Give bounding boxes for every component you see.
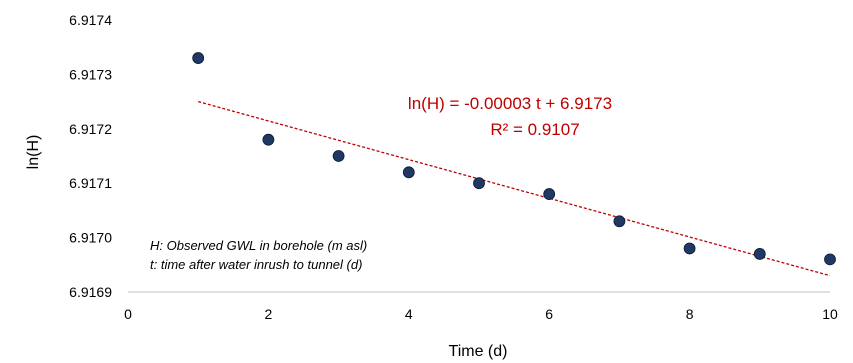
data-point — [543, 188, 556, 200]
note-h-definition: H: Observed GWL in borehole (m asl) — [150, 238, 367, 253]
data-point — [402, 166, 415, 179]
y-axis-title: ln(H) — [25, 135, 42, 170]
x-axis-title: Time (d) — [449, 343, 508, 360]
x-tick-label: 4 — [405, 306, 413, 322]
trendline — [198, 100, 831, 277]
data-point — [192, 52, 205, 64]
data-point — [683, 242, 696, 255]
x-tick-label: 0 — [124, 306, 132, 322]
data-points-layer — [192, 52, 836, 266]
y-tick-label: 6.9173 — [69, 66, 112, 82]
y-tick-label: 6.9174 — [69, 12, 112, 28]
axes: 6.9169 6.9170 6.9171 6.9172 6.9173 6.9174 0 2 4 6… — [69, 12, 838, 322]
note-t-definition: t: time after water inrush to tunnel (d) — [150, 257, 362, 272]
y-tick-label: 6.9171 — [69, 175, 112, 191]
data-point — [824, 253, 836, 266]
x-tick-label: 10 — [822, 306, 838, 322]
trendline-equation: ln(H) = -0.00003 t + 6.9173 — [408, 94, 612, 113]
trendline-layer — [198, 100, 831, 277]
x-tick-label: 2 — [265, 306, 273, 322]
data-point — [753, 248, 766, 260]
data-point — [613, 215, 626, 228]
y-tick-label: 6.9170 — [69, 230, 112, 246]
data-point — [332, 150, 345, 162]
r-squared-label: R² = 0.9107 — [490, 120, 579, 139]
data-point — [473, 177, 485, 190]
x-tick-label: 6 — [545, 306, 553, 322]
y-tick-label: 6.9169 — [69, 284, 112, 300]
y-tick-label: 6.9172 — [69, 121, 112, 137]
data-point — [262, 133, 275, 146]
x-tick-label: 8 — [686, 306, 694, 322]
